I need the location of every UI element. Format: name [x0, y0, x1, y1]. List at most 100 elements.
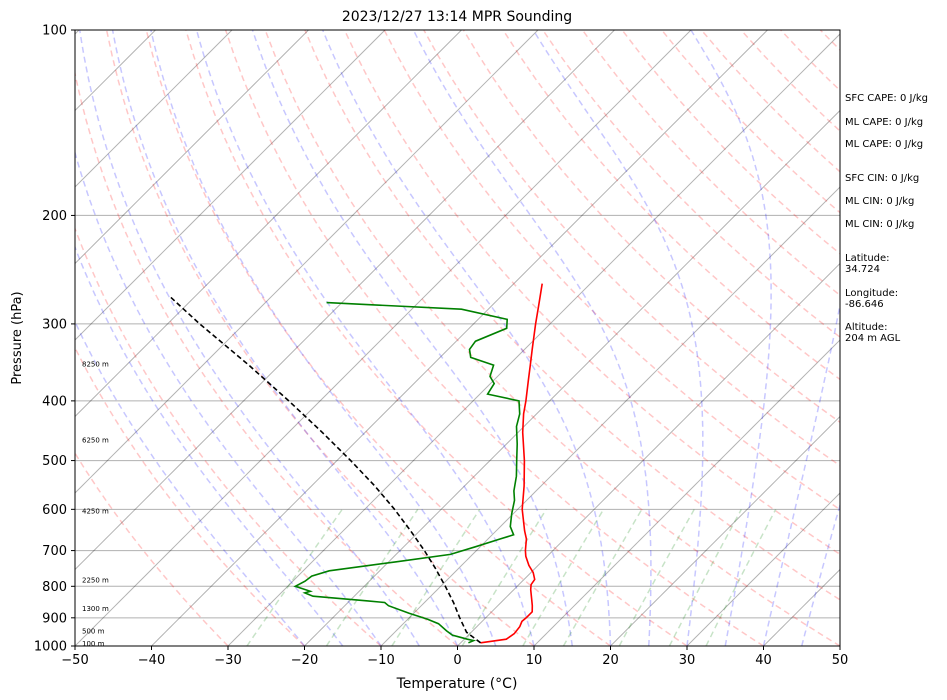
- mixing-ratio-line: [668, 508, 742, 646]
- height-label: 8250 m: [82, 361, 109, 369]
- isotherm-line: [610, 415, 840, 646]
- sfc-cin-text: SFC CIN: 0 J/kg: [845, 173, 920, 184]
- ml-cape-text: ML CAPE: 0 J/kg: [845, 117, 924, 128]
- dry-adiabat-line: [75, 70, 458, 646]
- dry-adiabat-line: [75, 451, 229, 646]
- isotherm-line: [304, 109, 840, 646]
- moist-adiabat-line: [412, 30, 652, 646]
- y-tick-label: 100: [42, 24, 67, 39]
- isotherm-line: [227, 33, 840, 646]
- isotherm-line: [0, 30, 3, 646]
- moist-adiabat-line: [322, 30, 612, 646]
- mixing-ratio-line: [562, 508, 643, 646]
- isotherm-line: [75, 30, 539, 494]
- dry-adiabat-line: [105, 30, 535, 646]
- x-tick-label: 50: [832, 653, 849, 668]
- moist-adiabat-line: [75, 150, 382, 646]
- height-label: 6250 m: [82, 436, 109, 444]
- dry-adiabat-line: [145, 30, 611, 646]
- temperature-line: [480, 283, 543, 644]
- moist-adiabat-line: [78, 30, 420, 646]
- x-tick-label: 20: [602, 653, 619, 668]
- x-tick-label: −30: [214, 653, 241, 668]
- plot-frame: [74, 29, 841, 647]
- moist-adiabat-line: [690, 30, 772, 646]
- moist-adiabat-line: [532, 30, 704, 646]
- mixing-ratio-line: [325, 508, 419, 646]
- mixing-ratio-line: [522, 508, 605, 646]
- parcel-line: [168, 295, 482, 644]
- dry-adiabat-line: [264, 30, 840, 646]
- moist-adiabat-line: [150, 30, 497, 646]
- mixing-ratio-line: [461, 508, 547, 646]
- axis-ticks: −50 −40 −30 −20 −10 0 10 20 30 40 50 100 200 300 400 50…: [34, 24, 848, 669]
- dry-adiabat-line: [304, 30, 840, 601]
- mixing-ratio-line: [391, 508, 481, 646]
- x-tick-label: −40: [138, 653, 165, 668]
- moist-adiabat-line: [762, 301, 840, 646]
- ml-cin-text-2: ML CIN: 0 J/kg: [845, 219, 915, 230]
- moist-adiabat-line: [75, 245, 344, 646]
- dry-adiabat-line: [343, 30, 840, 556]
- y-tick-label: 800: [42, 580, 67, 595]
- mixing-ratio-line: [618, 508, 695, 646]
- grid-layer: [0, 30, 840, 646]
- height-label: 500 m: [82, 627, 105, 635]
- isotherm-line: [75, 30, 615, 571]
- longitude-text: Longitude: -86.646: [845, 288, 899, 310]
- dry-adiabat-line: [185, 30, 688, 646]
- x-tick-label: 10: [526, 653, 543, 668]
- isotherm-line: [75, 30, 462, 418]
- mixing-ratio-line: [246, 508, 343, 646]
- y-tick-label: 300: [42, 317, 67, 332]
- moist-adiabat-line: [195, 30, 535, 646]
- ml-cin-text: ML CIN: 0 J/kg: [845, 196, 915, 207]
- x-tick-label: −20: [291, 653, 318, 668]
- y-tick-label: 500: [42, 454, 67, 469]
- y-tick-label: 1000: [34, 640, 67, 655]
- moist-adiabat-line: [111, 30, 459, 646]
- mixing-ratio-line: [705, 508, 777, 646]
- dry-adiabat-line: [75, 226, 382, 646]
- y-tick-label: 200: [42, 209, 67, 224]
- isotherm-line: [75, 30, 386, 341]
- isotherm-line: [457, 262, 840, 646]
- isotherm-line: [686, 492, 840, 646]
- series-layer: [168, 283, 543, 644]
- x-tick-label: 0: [453, 653, 461, 668]
- x-tick-label: 30: [679, 653, 696, 668]
- height-label: 4250 m: [82, 508, 109, 516]
- y-tick-label: 700: [42, 544, 67, 559]
- altitude-text: Altitude: 204 m AGL: [845, 322, 901, 344]
- background-lines: [75, 30, 840, 646]
- ml-cape-text-2: ML CAPE: 0 J/kg: [845, 139, 924, 150]
- height-labels: 100 m 500 m 1300 m 2250 m 4250 m 6250 m 8250 m: [82, 361, 109, 648]
- isotherm-line: [75, 30, 692, 646]
- sfc-cape-text: SFC CAPE: 0 J/kg: [845, 93, 928, 104]
- height-label: 100 m: [82, 640, 105, 648]
- isotherm-line: [763, 568, 840, 646]
- latitude-text: Latitude: 34.724: [845, 253, 890, 275]
- dry-adiabat-line: [75, 346, 306, 646]
- chart-title: 2023/12/27 13:14 MPR Sounding: [342, 9, 572, 25]
- height-label: 1300 m: [82, 605, 109, 613]
- x-tick-label: 40: [755, 653, 772, 668]
- dry-adiabat-line: [462, 30, 840, 424]
- isotherm-line: [380, 186, 840, 646]
- y-tick-label: 400: [42, 394, 67, 409]
- dewpoint-line: [293, 301, 521, 644]
- isotherm-line: [533, 339, 840, 646]
- height-label: 2250 m: [82, 577, 109, 585]
- moist-adiabat-line: [801, 502, 840, 646]
- isotherm-line: [151, 30, 768, 646]
- x-axis-label: Temperature (°C): [396, 676, 518, 692]
- y-tick-label: 600: [42, 503, 67, 518]
- dry-adiabat-line: [423, 30, 840, 467]
- y-axis-label: Pressure (hPa): [10, 291, 25, 384]
- x-tick-label: −10: [367, 653, 394, 668]
- y-tick-label: 900: [42, 611, 67, 626]
- x-tick-label: −50: [61, 653, 88, 668]
- dry-adiabat-line: [383, 30, 840, 511]
- moist-adiabat-line: [251, 30, 574, 646]
